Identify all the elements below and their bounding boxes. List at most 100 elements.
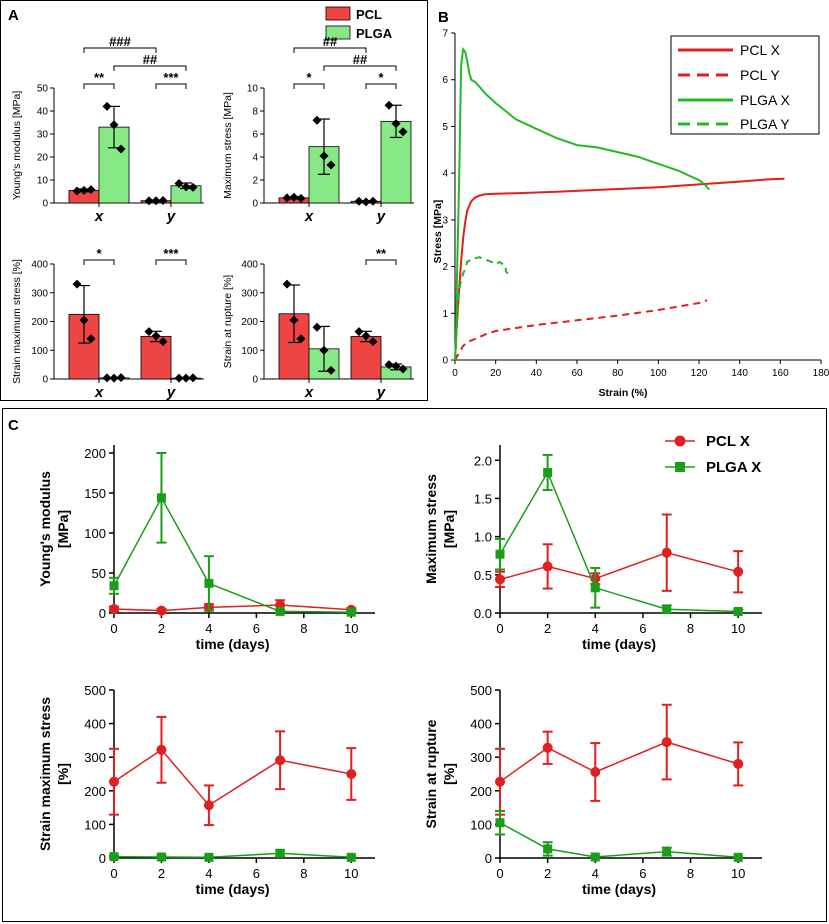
x-tick-label: 10: [344, 866, 358, 881]
data-point: [296, 334, 306, 344]
category-label: y: [376, 384, 386, 401]
significance-label: **: [94, 70, 105, 85]
y-tick-label: 0: [99, 851, 106, 866]
data-point: [361, 197, 371, 207]
significance-label: **: [376, 246, 387, 261]
data-point: [354, 327, 364, 337]
data-point: [495, 818, 505, 828]
data-point: [398, 127, 408, 137]
y-tick-label: 40: [37, 107, 49, 118]
x-tick-label: 2: [544, 866, 551, 881]
data-point: [156, 605, 167, 616]
series-line-plga-x: [499, 470, 739, 613]
category-label: y: [166, 208, 176, 225]
x-tick-label: 4: [205, 621, 212, 636]
significance-label: *: [378, 70, 384, 85]
bar-chart-a3: 0 100 200 300 400 Strain maximum stress [%] x y…: [11, 246, 204, 401]
x-tick-label: 180: [813, 368, 829, 379]
y-tick-label: 2: [252, 176, 258, 187]
significance-label: ***: [163, 70, 179, 85]
series-line-pcl-x: [499, 741, 739, 783]
series-line-plga-x: [499, 822, 739, 859]
y-axis-label: Strain maximum stress [%]: [37, 697, 71, 851]
data-point: [109, 776, 119, 787]
y-tick-label: 500: [470, 683, 492, 698]
significance-bracket: [83, 259, 115, 265]
y-tick-label: 2: [442, 262, 448, 273]
legend-b: PCL X PCL Y PLGA X PLGA Y: [670, 35, 820, 135]
data-point: [109, 373, 119, 383]
x-tick-label: 8: [687, 866, 694, 881]
x-tick-label: 0: [452, 368, 458, 379]
x-tick-label: 10: [731, 621, 745, 636]
significance-label: ##: [353, 52, 368, 67]
y-tick-label: 0: [99, 606, 106, 621]
stress-strain-chart: 0 1 2 3 4 5 6 7 0 20 40 60 80 100 120 140 160 180 Strain (…: [432, 29, 829, 400]
y-tick-label: 20: [37, 153, 49, 164]
legend-b-plga-y-label: PLGA Y: [740, 116, 790, 132]
time-chart-c1: 0 50 100 150 200 0 2 4 6 8 10 time (days) Young's mo…: [37, 445, 375, 652]
data-point: [661, 547, 672, 558]
y-axis-label: Strain at rupture [%]: [222, 275, 234, 368]
data-point: [188, 373, 198, 383]
data-point: [203, 800, 214, 811]
series-line-pcl-x: [113, 604, 352, 612]
significance-label: ##: [143, 52, 158, 67]
data-point: [282, 193, 292, 203]
legend-c: PCL X PLGA X: [665, 433, 761, 476]
data-point: [368, 337, 378, 347]
significance-bracket: [155, 83, 187, 89]
data-point: [590, 583, 600, 593]
data-point: [72, 279, 82, 289]
x-tick-label: 20: [490, 368, 502, 379]
x-tick-label: 0: [110, 621, 117, 636]
significance-bracket: [365, 259, 397, 265]
y-tick-label: 1: [442, 309, 448, 320]
data-point: [733, 606, 743, 616]
x-tick-label: 60: [571, 368, 583, 379]
data-point: [542, 742, 553, 753]
significance-label: ##: [323, 34, 338, 49]
y-tick-label: 0: [42, 199, 48, 210]
data-point: [733, 758, 744, 769]
x-tick-label: 160: [772, 368, 789, 379]
x-tick-label: 120: [691, 368, 708, 379]
y-tick-label: 7: [442, 29, 448, 40]
data-point: [590, 766, 601, 777]
series-line-pcl-x: [454, 177, 785, 361]
y-tick-label: 8: [252, 107, 258, 118]
y-tick-label: 0: [442, 356, 448, 367]
x-tick-label: 0: [496, 621, 503, 636]
y-tick-label: 200: [84, 446, 106, 461]
data-point: [174, 373, 184, 383]
y-tick-label: 100: [84, 817, 106, 832]
significance-bracket: [113, 65, 187, 71]
legend-c-pcl-marker: [674, 435, 686, 447]
data-point: [495, 549, 505, 559]
data-point: [79, 185, 89, 195]
data-point: [543, 844, 553, 854]
data-point: [289, 192, 299, 202]
y-tick-label: 0: [252, 375, 258, 386]
y-tick-label: 0: [42, 375, 48, 386]
data-point: [346, 607, 356, 617]
y-tick-label: 100: [84, 526, 106, 541]
significance-bracket: [155, 259, 187, 265]
y-tick-label: 500: [84, 683, 106, 698]
data-point: [158, 337, 168, 347]
y-axis-label: Maximum stress [MPa]: [222, 92, 234, 199]
y-tick-label: 300: [84, 750, 106, 765]
data-point: [384, 360, 394, 370]
y-tick-label: 100: [470, 817, 492, 832]
panel-c-frame: [2, 408, 827, 922]
y-tick-label: 200: [31, 317, 48, 328]
x-tick-label: 40: [531, 368, 543, 379]
data-point: [312, 322, 322, 332]
data-point: [275, 606, 285, 616]
x-tick-label: 2: [158, 866, 165, 881]
data-point: [102, 373, 112, 383]
x-tick-label: 0: [496, 866, 503, 881]
series-line-plga-x: [113, 496, 352, 613]
